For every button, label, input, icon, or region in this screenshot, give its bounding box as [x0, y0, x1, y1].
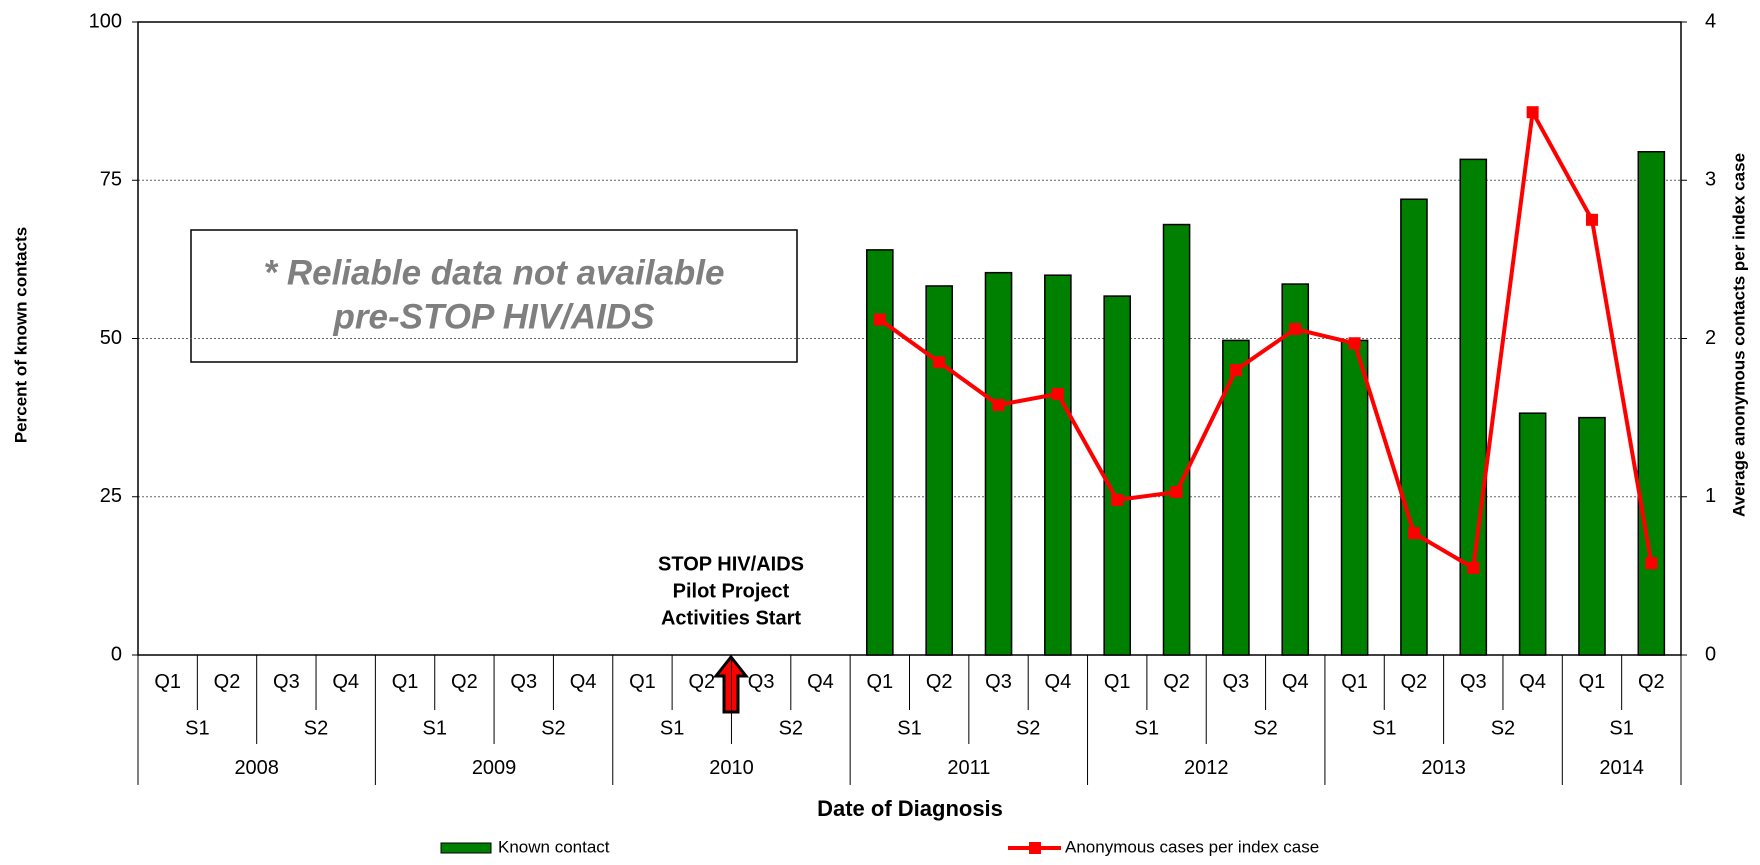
bar	[866, 249, 894, 656]
bar	[1637, 151, 1666, 656]
x-tick-label: Q3	[1460, 671, 1487, 693]
line-marker	[1111, 493, 1124, 506]
half-label: S2	[541, 717, 565, 739]
line-marker	[992, 398, 1005, 411]
x-tick-label: Q4	[807, 671, 834, 693]
y2-tick-label: 4	[1705, 10, 1716, 32]
y2-tick-label: 0	[1705, 643, 1716, 665]
half-label: S1	[1609, 717, 1633, 739]
x-tick-label: Q4	[1519, 671, 1546, 693]
y-tick-label: 100	[89, 10, 122, 32]
y2-axis-title: Average anonymous contacts per index cas…	[1729, 153, 1748, 517]
x-tick-label: Q3	[1223, 671, 1250, 693]
line-marker	[1645, 557, 1658, 570]
year-label: 2013	[1421, 757, 1466, 779]
bar	[1459, 158, 1488, 656]
bar	[1044, 274, 1072, 656]
half-label: S2	[1253, 717, 1277, 739]
year-label: 2008	[234, 757, 279, 779]
legend-swatch	[1029, 842, 1041, 854]
bar	[1400, 198, 1428, 656]
x-tick-label: Q4	[1282, 671, 1309, 693]
x-tick-label: Q2	[1401, 671, 1428, 693]
bar	[1222, 339, 1250, 656]
x-tick-label: Q1	[1104, 671, 1131, 693]
line	[878, 105, 1654, 572]
x-tick-label: Q3	[748, 671, 775, 693]
bar	[1340, 339, 1369, 656]
line-marker	[873, 313, 886, 326]
bar	[1518, 412, 1547, 656]
bar	[1162, 223, 1191, 656]
marker-text: Activities Start	[661, 607, 801, 629]
bar	[1578, 416, 1606, 656]
half-label: S2	[1491, 717, 1515, 739]
y2-tick-label: 1	[1705, 485, 1716, 507]
x-axis-title: Date of Diagnosis	[817, 796, 1003, 821]
x-tick-label: Q4	[570, 671, 597, 693]
x-tick-label: Q4	[332, 671, 359, 693]
note-box	[190, 229, 798, 363]
x-tick-label: Q2	[926, 671, 953, 693]
bar	[925, 285, 953, 656]
year-label: 2010	[709, 757, 754, 779]
half-label: S1	[1135, 717, 1159, 739]
half-label: S1	[660, 717, 684, 739]
bar	[1281, 283, 1310, 656]
y-tick-label: 0	[111, 643, 122, 665]
x-tick-label: Q4	[1045, 671, 1072, 693]
y2-tick-label: 3	[1705, 169, 1716, 191]
x-tick-label: Q1	[154, 671, 181, 693]
x-tick-label: Q2	[1638, 671, 1665, 693]
half-label: S2	[304, 717, 328, 739]
x-tick-label: Q3	[985, 671, 1012, 693]
legend-label: Anonymous cases per index case	[1065, 837, 1319, 856]
y-tick-label: 50	[100, 327, 122, 349]
line-marker	[933, 356, 946, 369]
year-label: 2012	[1184, 757, 1229, 779]
x-tick-label: Q3	[510, 671, 537, 693]
x-tick-label: Q3	[273, 671, 300, 693]
year-label: 2011	[947, 757, 990, 779]
x-tick-label: Q1	[1341, 671, 1368, 693]
bar	[984, 271, 1013, 656]
line-marker	[1348, 337, 1361, 350]
note-text: pre-STOP HIV/AIDS	[333, 297, 655, 336]
note-text: * Reliable data not available	[264, 253, 725, 292]
marker-text: Pilot Project	[673, 580, 790, 602]
y-tick-label: 25	[100, 485, 122, 507]
x-tick-label: Q1	[392, 671, 419, 693]
line-marker	[1585, 213, 1598, 226]
bar	[1103, 295, 1132, 656]
year-label: 2009	[472, 757, 517, 779]
line-marker	[1407, 527, 1420, 540]
legend-label: Known contact	[498, 837, 610, 856]
x-tick-label: Q2	[214, 671, 241, 693]
y2-tick-label: 2	[1705, 327, 1716, 349]
line-marker	[1289, 323, 1302, 336]
half-label: S1	[1372, 717, 1396, 739]
x-tick-label: Q2	[1163, 671, 1190, 693]
line-marker	[1170, 486, 1183, 499]
line-marker	[1051, 387, 1064, 400]
x-tick-label: Q2	[688, 671, 715, 693]
x-tick-label: Q1	[866, 671, 893, 693]
half-label: S1	[897, 717, 921, 739]
year-label: 2014	[1599, 757, 1644, 779]
legend-swatch	[440, 842, 492, 854]
marker-text: STOP HIV/AIDS	[658, 553, 804, 575]
line-marker	[1526, 106, 1539, 119]
line-marker	[1229, 364, 1242, 377]
half-label: S1	[185, 717, 209, 739]
line-marker	[1467, 561, 1480, 574]
x-tick-label: Q2	[451, 671, 478, 693]
y-axis-title: Percent of known contacts	[11, 227, 30, 443]
x-tick-label: Q1	[629, 671, 656, 693]
x-tick-label: Q1	[1579, 671, 1606, 693]
half-label: S2	[1016, 717, 1040, 739]
y-tick-label: 75	[100, 169, 122, 191]
half-label: S2	[779, 717, 803, 739]
half-label: S1	[422, 717, 446, 739]
